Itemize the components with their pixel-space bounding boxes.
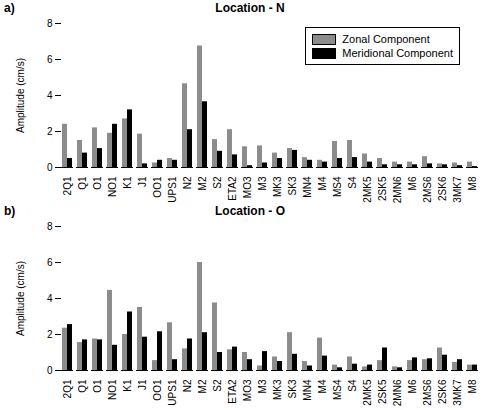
svg-text:2: 2 [47, 329, 53, 340]
svg-text:MK3: MK3 [272, 176, 283, 197]
svg-text:2Q1: 2Q1 [62, 176, 73, 195]
svg-text:2MN6: 2MN6 [392, 379, 403, 406]
svg-text:M4: M4 [317, 379, 328, 393]
svg-text:2SK5: 2SK5 [377, 379, 388, 404]
svg-text:J1: J1 [137, 379, 148, 390]
html-text:Location - N: Location - N [215, 1, 285, 15]
svg-text:2SK6: 2SK6 [437, 379, 448, 404]
html-text:Location - O: Location - O [215, 204, 285, 218]
svg-text:6: 6 [47, 54, 53, 65]
svg-text:MO3: MO3 [242, 379, 253, 401]
svg-text:NO1: NO1 [107, 379, 118, 400]
svg-text:Amplitude (cm/s): Amplitude (cm/s) [15, 58, 26, 133]
svg-text:2MS6: 2MS6 [422, 176, 433, 203]
svg-text:M8: M8 [467, 176, 478, 190]
svg-text:Q1: Q1 [77, 176, 88, 190]
svg-text:2SK5: 2SK5 [377, 176, 388, 201]
svg-text:K1: K1 [122, 176, 133, 189]
svg-text:3MK7: 3MK7 [452, 176, 463, 203]
svg-text:2MS6: 2MS6 [422, 379, 433, 406]
svg-text:MN4: MN4 [302, 379, 313, 401]
svg-text:UPS1: UPS1 [167, 176, 178, 203]
svg-text:4: 4 [47, 293, 53, 304]
svg-text:8: 8 [47, 18, 53, 29]
svg-text:O1: O1 [92, 379, 103, 393]
svg-text:M6: M6 [407, 176, 418, 190]
svg-text:M2: M2 [197, 379, 208, 393]
svg-text:M3: M3 [257, 379, 268, 393]
svg-text:2SK6: 2SK6 [437, 176, 448, 201]
svg-text:ETA2: ETA2 [227, 379, 238, 404]
svg-text:3MK7: 3MK7 [452, 379, 463, 406]
svg-text:SK3: SK3 [287, 176, 298, 195]
svg-text:SK3: SK3 [287, 379, 298, 398]
html-text:Meridional Component: Meridional Component [342, 47, 453, 59]
svg-text:4: 4 [47, 90, 53, 101]
svg-text:MK3: MK3 [272, 379, 283, 400]
svg-text:M2: M2 [197, 176, 208, 190]
svg-text:N2: N2 [182, 379, 193, 392]
svg-text:OO1: OO1 [152, 379, 163, 401]
html-text:Zonal Component: Zonal Component [342, 33, 430, 45]
svg-text:M8: M8 [467, 379, 478, 393]
svg-text:6: 6 [47, 257, 53, 268]
svg-text:N2: N2 [182, 176, 193, 189]
svg-text:M4: M4 [317, 176, 328, 190]
svg-text:Q1: Q1 [77, 379, 88, 393]
svg-text:2Q1: 2Q1 [62, 379, 73, 398]
svg-text:0: 0 [47, 365, 53, 376]
svg-text:M3: M3 [257, 176, 268, 190]
svg-text:MO3: MO3 [242, 176, 253, 198]
svg-text:UPS1: UPS1 [167, 379, 178, 406]
html-text:a): a) [4, 1, 15, 15]
svg-text:S4: S4 [347, 379, 358, 392]
html-text:b): b) [4, 204, 16, 218]
svg-text:2MK5: 2MK5 [362, 176, 373, 203]
svg-text:0: 0 [47, 162, 53, 173]
svg-text:NO1: NO1 [107, 176, 118, 197]
svg-text:2MN6: 2MN6 [392, 176, 403, 203]
svg-text:J1: J1 [137, 176, 148, 187]
svg-text:K1: K1 [122, 379, 133, 392]
svg-text:S4: S4 [347, 176, 358, 189]
svg-text:MS4: MS4 [332, 379, 343, 400]
svg-text:MS4: MS4 [332, 176, 343, 197]
svg-text:2: 2 [47, 126, 53, 137]
svg-text:OO1: OO1 [152, 176, 163, 198]
svg-text:MN4: MN4 [302, 176, 313, 198]
svg-text:M6: M6 [407, 379, 418, 393]
svg-text:ETA2: ETA2 [227, 176, 238, 201]
svg-text:S2: S2 [212, 379, 223, 392]
svg-text:S2: S2 [212, 176, 223, 189]
svg-text:Amplitude (cm/s): Amplitude (cm/s) [15, 261, 26, 336]
svg-text:8: 8 [47, 221, 53, 232]
svg-text:O1: O1 [92, 176, 103, 190]
svg-text:2MK5: 2MK5 [362, 379, 373, 406]
